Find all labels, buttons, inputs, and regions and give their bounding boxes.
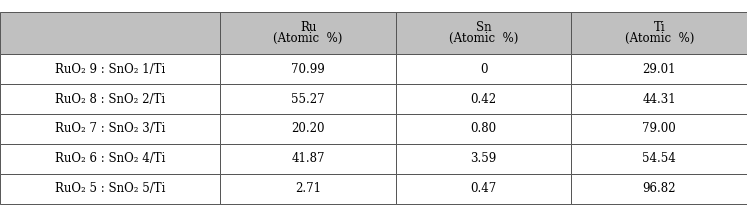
Bar [396,84,571,114]
Text: 20.20: 20.20 [291,122,325,135]
Bar [0,54,220,84]
Text: RuO₂ 7 : SnO₂ 3/Ti: RuO₂ 7 : SnO₂ 3/Ti [55,122,165,135]
Text: 96.82: 96.82 [642,183,676,195]
Bar [571,84,747,114]
Text: 29.01: 29.01 [642,63,676,76]
Text: 2.71: 2.71 [295,183,321,195]
Bar [396,12,571,54]
Bar [571,12,747,54]
Bar [571,174,747,204]
Bar [571,144,747,174]
Bar [396,114,571,144]
Bar [571,114,747,144]
Text: 0: 0 [480,63,488,76]
Text: 3.59: 3.59 [471,152,497,165]
Text: RuO₂ 5 : SnO₂ 5/Ti: RuO₂ 5 : SnO₂ 5/Ti [55,183,165,195]
Text: 41.87: 41.87 [291,152,325,165]
Bar [0,12,220,54]
Text: 55.27: 55.27 [291,92,325,105]
Text: RuO₂ 9 : SnO₂ 1/Ti: RuO₂ 9 : SnO₂ 1/Ti [55,63,165,76]
Text: (Atomic  %): (Atomic %) [449,32,518,45]
Text: Sn: Sn [476,21,492,34]
Text: (Atomic  %): (Atomic %) [624,32,694,45]
Bar [396,54,571,84]
Text: 0.47: 0.47 [471,183,497,195]
Bar [571,54,747,84]
Text: RuO₂ 8 : SnO₂ 2/Ti: RuO₂ 8 : SnO₂ 2/Ti [55,92,165,105]
Text: Ti: Ti [654,21,665,34]
Bar [0,144,220,174]
Text: Ru: Ru [300,21,316,34]
Text: 0.42: 0.42 [471,92,497,105]
Bar [0,84,220,114]
Text: 44.31: 44.31 [642,92,676,105]
Text: 79.00: 79.00 [642,122,676,135]
Bar [220,84,396,114]
Text: 54.54: 54.54 [642,152,676,165]
Bar [0,174,220,204]
Bar [220,114,396,144]
Bar [220,144,396,174]
Text: RuO₂ 6 : SnO₂ 4/Ti: RuO₂ 6 : SnO₂ 4/Ti [55,152,165,165]
Bar [0,114,220,144]
Text: 0.80: 0.80 [471,122,497,135]
Bar [396,144,571,174]
Text: (Atomic  %): (Atomic %) [273,32,343,45]
Bar [396,174,571,204]
Bar [220,54,396,84]
Bar [220,174,396,204]
Text: 70.99: 70.99 [291,63,325,76]
Bar [220,12,396,54]
